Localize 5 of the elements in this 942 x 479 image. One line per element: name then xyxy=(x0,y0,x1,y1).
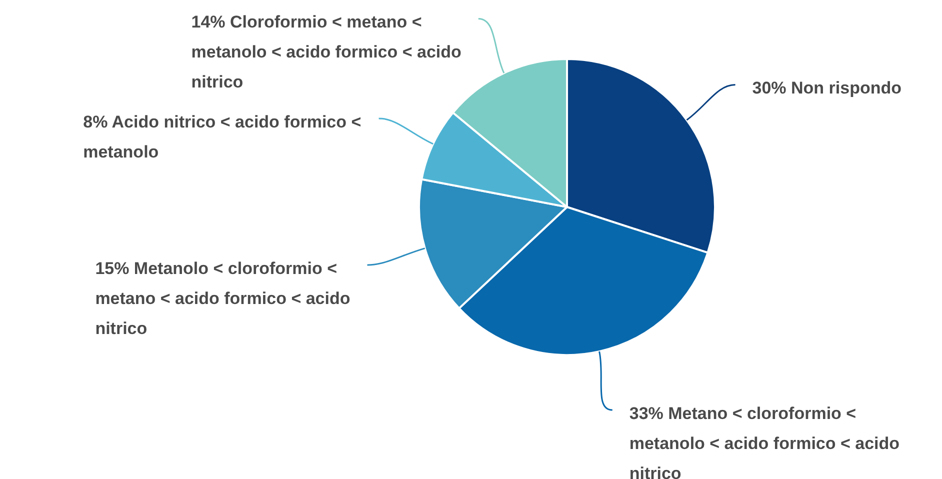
slice-label: 30% Non rispondo xyxy=(752,78,902,98)
slice-label: 15% Metanolo < cloroformio < metano < acido formico < acido nitrico xyxy=(95,258,350,338)
slice-label: 8% Acido nitrico < acido formico < metanolo xyxy=(83,112,362,162)
slice-label: 33% Metano < cloroformio < metanolo < acido formico < acido nitrico xyxy=(629,404,900,479)
slice-label: 14% Cloroformio < metano < metanolo < acido formico < acido nitrico xyxy=(191,12,462,92)
